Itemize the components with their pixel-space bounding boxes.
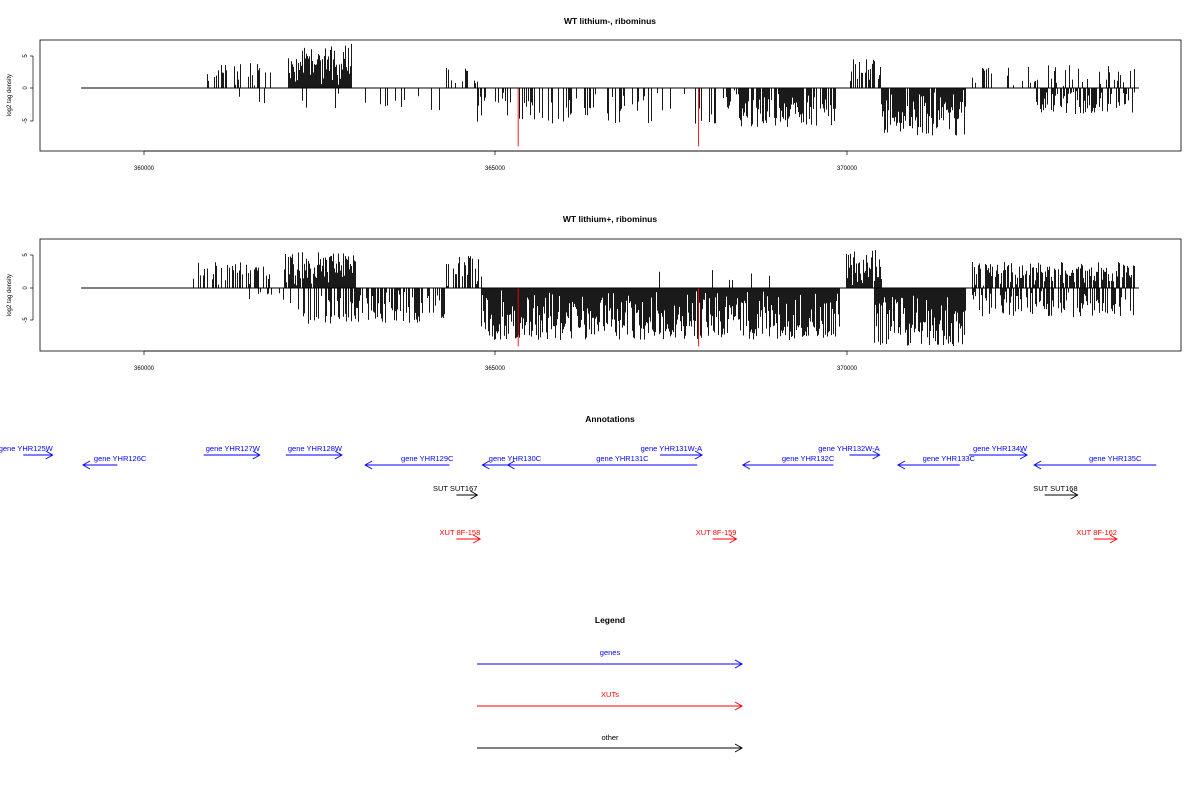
legend-label-other: other [601, 733, 619, 742]
feature-label: gene YHR133C [923, 454, 976, 463]
feature-arrowhead [470, 490, 479, 500]
legend-label-xuts: XUTs [601, 690, 619, 699]
feature-arrowhead [481, 460, 490, 470]
feature-gene-yhr125w: gene YHR125W [0, 444, 54, 460]
feature-gene-yhr133c: gene YHR133C [897, 454, 976, 470]
x-tick-label: 360000 [134, 166, 155, 172]
feature-arrowhead [82, 460, 91, 470]
feature-label: gene YHR125W [0, 444, 54, 453]
y-tick-label: 0 [23, 286, 29, 290]
y-axis-label: log2 tag density [7, 74, 13, 116]
feature-gene-yhr127w: gene YHR127W [203, 444, 261, 460]
legend: Legend genes XUTs other [477, 615, 744, 753]
x-tick-label: 365000 [485, 166, 506, 172]
feature-label: gene YHR132C [782, 454, 835, 463]
track-panel-lithium-plus: WT lithium+, ribominus 5 0 -5 log2 tag d… [7, 214, 1182, 372]
feature-arrowhead [1019, 450, 1029, 460]
feature-label: gene YHR130C [489, 454, 542, 463]
feature-xut-8f-159: XUT 8F-159 [696, 528, 738, 544]
feature-label: gene YHR134W [973, 444, 1028, 453]
feature-arrowhead [694, 450, 703, 460]
x-tick-label: 370000 [837, 366, 858, 372]
legend-label-genes: genes [600, 648, 621, 657]
y-tick-label: 0 [23, 86, 29, 90]
feature-gene-yhr131c: gene YHR131C [506, 454, 698, 470]
x-tick-label: 365000 [485, 366, 506, 372]
feature-arrowhead [364, 460, 373, 470]
y-tick-label: -5 [23, 118, 29, 124]
legend-arrowhead-other [734, 743, 744, 753]
feature-label: gene YHR128W [288, 444, 343, 453]
density-bars [193, 250, 1135, 347]
track-panel-lithium-minus: WT lithium-, ribominus 5 0 -5 log2 tag d… [7, 16, 1182, 172]
feature-label: SUT SUT168 [1033, 484, 1077, 493]
highlight-bars [517, 288, 700, 347]
feature-label: gene YHR127W [206, 444, 261, 453]
feature-arrowhead [45, 450, 54, 460]
y-tick-label: 5 [23, 253, 29, 257]
feature-gene-yhr132w-a: gene YHR132W-A [818, 444, 881, 460]
feature-arrowhead [872, 450, 881, 460]
feature-sut-sut167: SUT SUT167 [433, 484, 479, 500]
legend-title: Legend [595, 615, 625, 625]
feature-arrowhead [1109, 534, 1118, 544]
feature-arrowhead [252, 450, 261, 460]
feature-label: gene YHR132W-A [818, 444, 879, 453]
feature-arrowhead [506, 460, 515, 470]
feature-label: XUT 8F-158 [440, 528, 481, 537]
feature-arrowhead [897, 460, 906, 470]
feature-label: gene YHR131C [596, 454, 649, 463]
highlight-bars [517, 88, 700, 147]
feature-label: XUT 8F-162 [1076, 528, 1117, 537]
x-tick-label: 360000 [134, 366, 155, 372]
feature-sut-sut168: SUT SUT168 [1033, 484, 1079, 500]
feature-label: gene YHR129C [401, 454, 454, 463]
x-tick-label: 370000 [837, 166, 858, 172]
feature-label: XUT 8F-159 [696, 528, 737, 537]
legend-arrowhead-xuts [734, 701, 744, 711]
feature-gene-yhr130c: gene YHR130C [481, 454, 542, 470]
feature-gene-yhr132c: gene YHR132C [741, 454, 835, 470]
y-tick-label: -5 [23, 317, 29, 323]
feature-arrowhead [729, 534, 738, 544]
feature-arrowhead [334, 450, 343, 460]
y-axis-label: log2 tag density [7, 274, 13, 316]
legend-arrowhead-genes [734, 659, 744, 669]
feature-list: gene YHR125W gene YHR126C gene YHR127W gene… [0, 444, 1157, 544]
feature-xut-8f-158: XUT 8F-158 [440, 528, 482, 544]
feature-label: gene YHR126C [94, 454, 147, 463]
feature-gene-yhr129c: gene YHR129C [364, 454, 454, 470]
feature-arrowhead [741, 460, 751, 470]
feature-label: gene YHR135C [1089, 454, 1142, 463]
feature-gene-yhr135c: gene YHR135C [1033, 454, 1157, 470]
panel-title: WT lithium-, ribominus [564, 16, 656, 26]
y-tick-label: 5 [23, 54, 29, 58]
feature-label: SUT SUT167 [433, 484, 477, 493]
annotations-title: Annotations [585, 414, 635, 424]
feature-gene-yhr134w: gene YHR134W [968, 444, 1029, 460]
feature-xut-8f-162: XUT 8F-162 [1076, 528, 1118, 544]
plot-frame [39, 39, 1182, 152]
feature-gene-yhr126c: gene YHR126C [82, 454, 147, 470]
feature-gene-yhr131w-a: gene YHR131W-A [641, 444, 703, 460]
feature-arrowhead [1033, 460, 1042, 470]
feature-arrowhead [1070, 490, 1079, 500]
feature-gene-yhr128w: gene YHR128W [285, 444, 343, 460]
panel-title: WT lithium+, ribominus [563, 214, 657, 224]
feature-label: gene YHR131W-A [641, 444, 702, 453]
density-bars [207, 43, 1135, 136]
feature-arrowhead [473, 534, 482, 544]
